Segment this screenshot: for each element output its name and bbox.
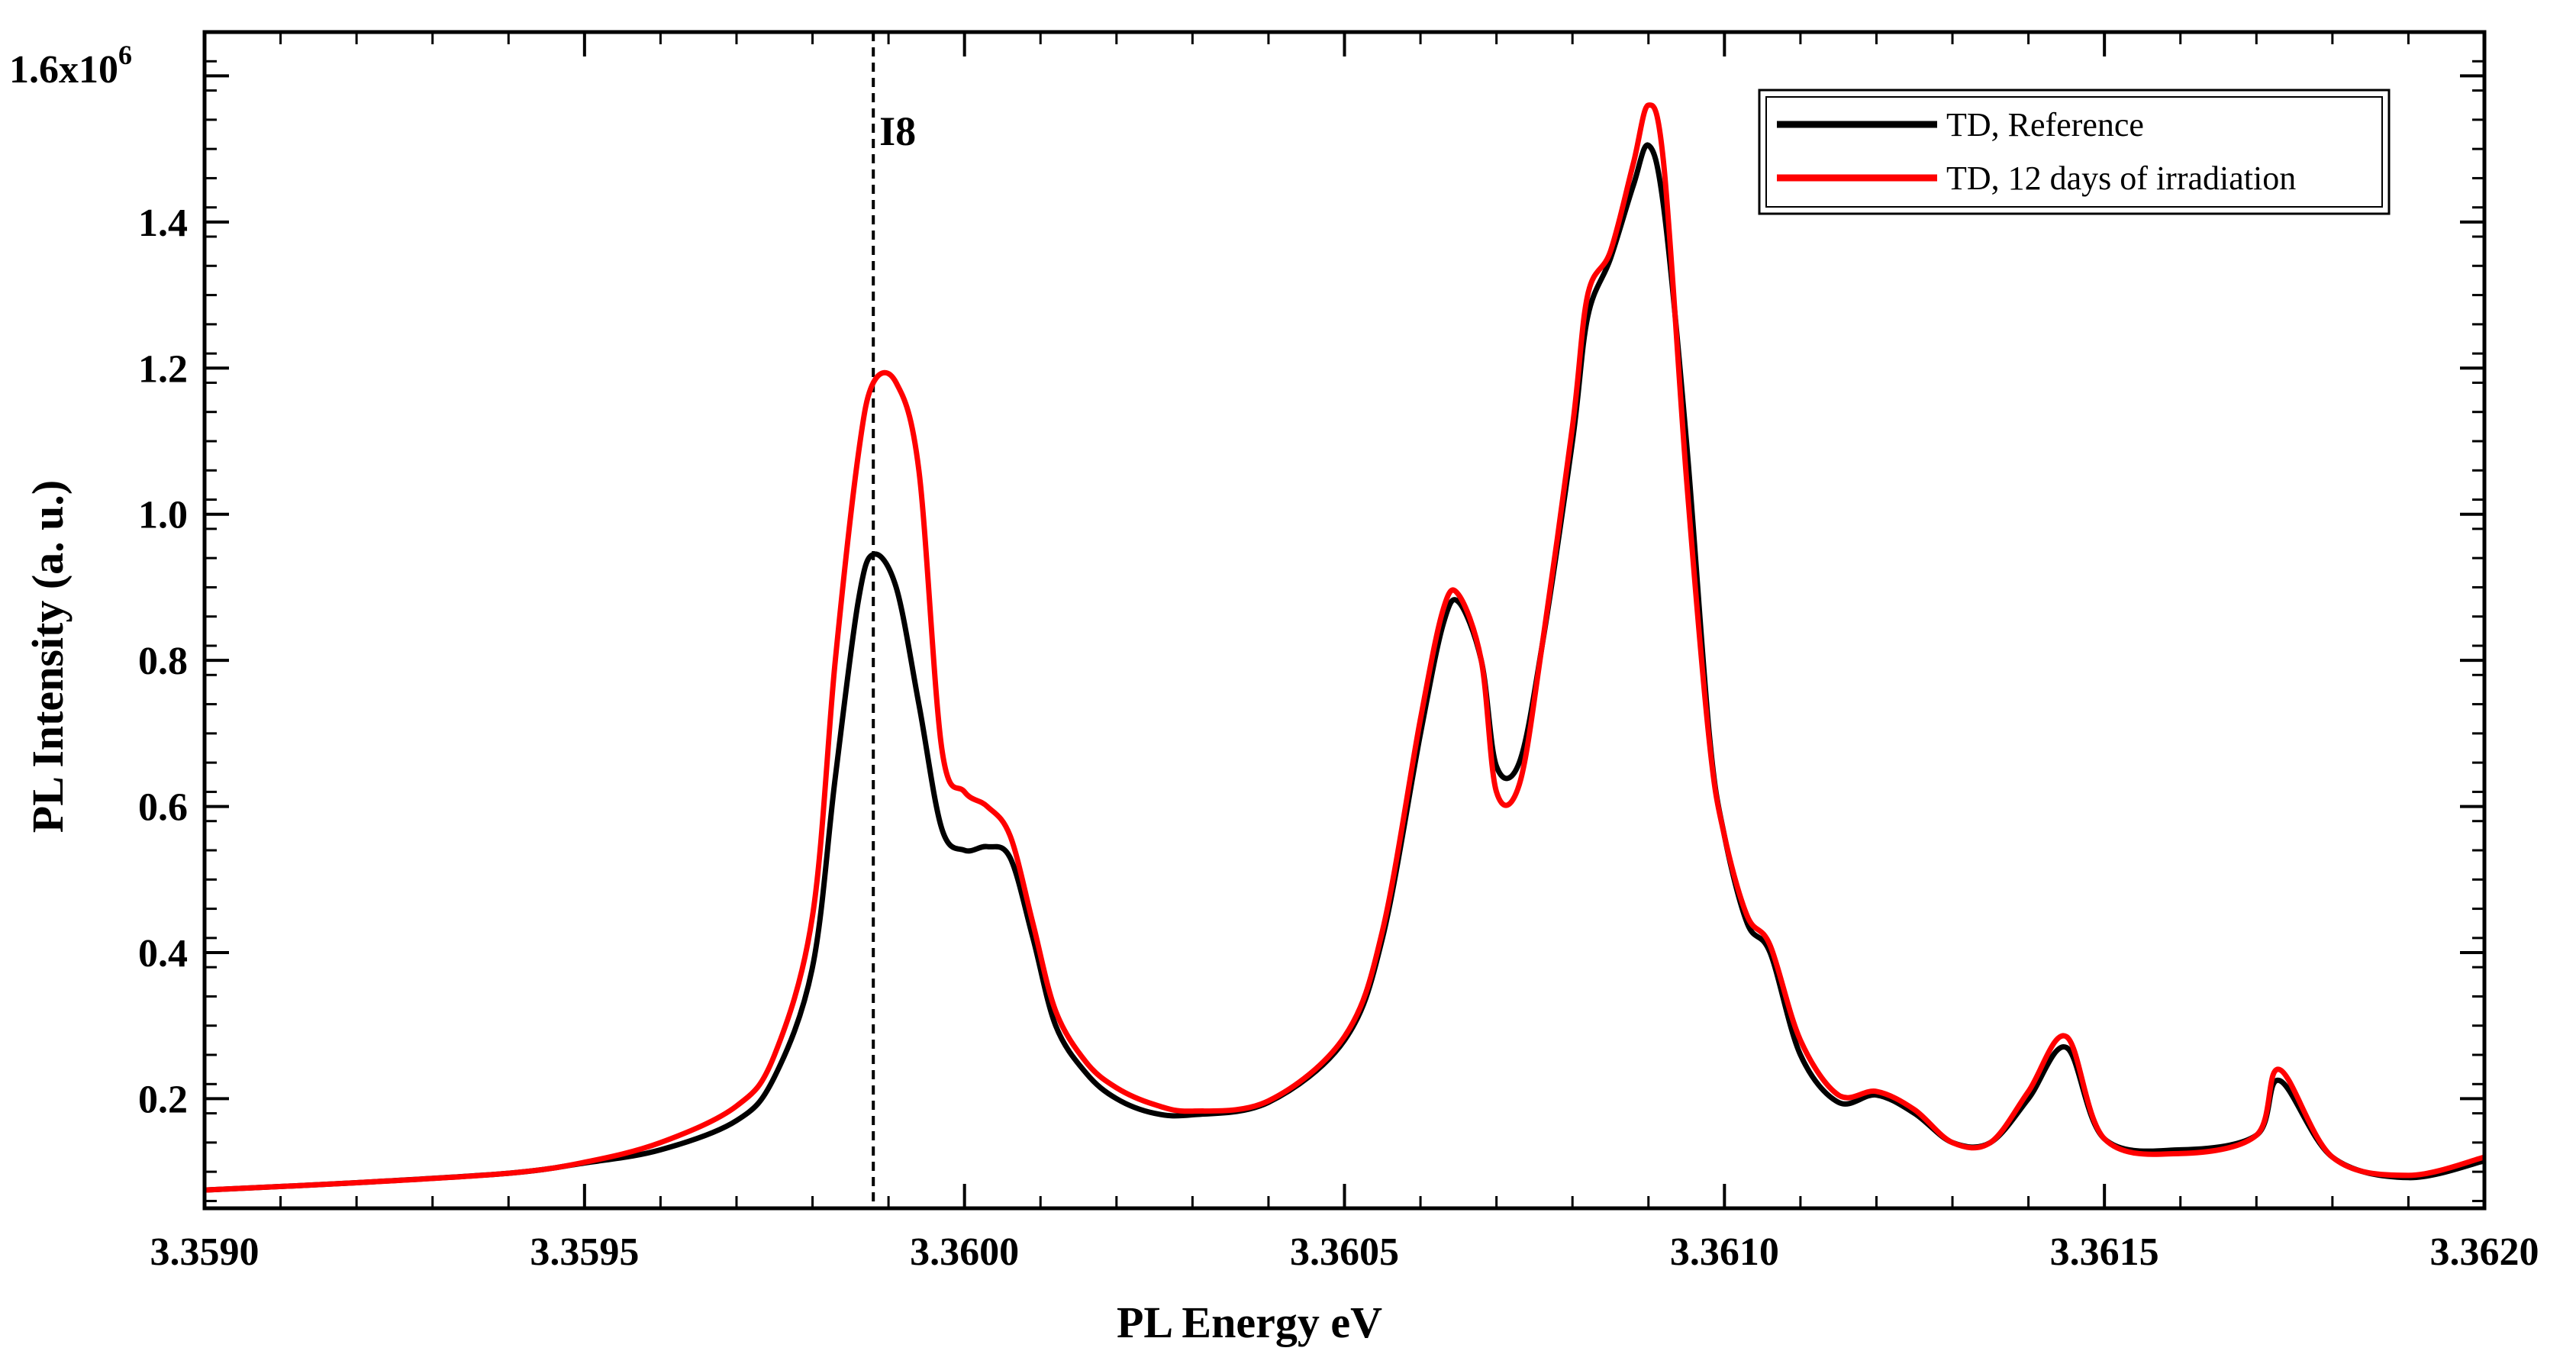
x-tick-label: 3.3600: [910, 1230, 1019, 1274]
y-tick-label: 1.0: [138, 494, 188, 537]
y-multiplier-base: 1.6x10: [9, 48, 118, 92]
legend: TD, Reference TD, 12 days of irradiation: [1758, 89, 2391, 215]
y-axis-title: PL Intensity (a. u.): [23, 480, 73, 833]
y-tick-label: 0.8: [138, 640, 188, 683]
x-tick-label: 3.3605: [1290, 1230, 1399, 1274]
y-tick-label: 0.6: [138, 786, 188, 830]
x-tick-label: 3.3595: [530, 1230, 639, 1274]
y-tick-label: 0.4: [138, 932, 188, 975]
legend-frame-inner: [1765, 96, 2383, 208]
legend-label-irradiation: TD, 12 days of irradiation: [1946, 160, 2296, 197]
y-axis-multiplier: 1.6x106: [9, 40, 132, 92]
tick-labels: 3.3590 3.3595 3.3600 3.3605 3.3610 3.3615 3.36…: [138, 202, 2539, 1274]
x-tick-label: 3.3620: [2430, 1230, 2539, 1274]
x-tick-label: 3.3615: [2050, 1230, 2159, 1274]
y-tick-label: 1.4: [138, 202, 188, 245]
i8-marker-label: I8: [879, 108, 916, 154]
legend-label-reference: TD, Reference: [1946, 106, 2144, 143]
x-tick-label: 3.3610: [1670, 1230, 1779, 1274]
legend-frame-outer: [1758, 89, 2391, 215]
y-multiplier-exponent: 6: [118, 40, 132, 70]
axis-ticks: [203, 32, 2486, 1208]
plot-frame: [202, 30, 2487, 1211]
y-tick-label: 1.2: [138, 347, 188, 391]
series-layer: [204, 102, 2485, 1193]
x-tick-label: 3.3590: [150, 1230, 260, 1274]
series-line-irradiation: [204, 102, 2485, 1193]
annotation-layer: I8: [872, 32, 916, 1208]
y-tick-label: 0.2: [138, 1078, 188, 1121]
x-axis-title: PL Energy eV: [1117, 1298, 1382, 1347]
